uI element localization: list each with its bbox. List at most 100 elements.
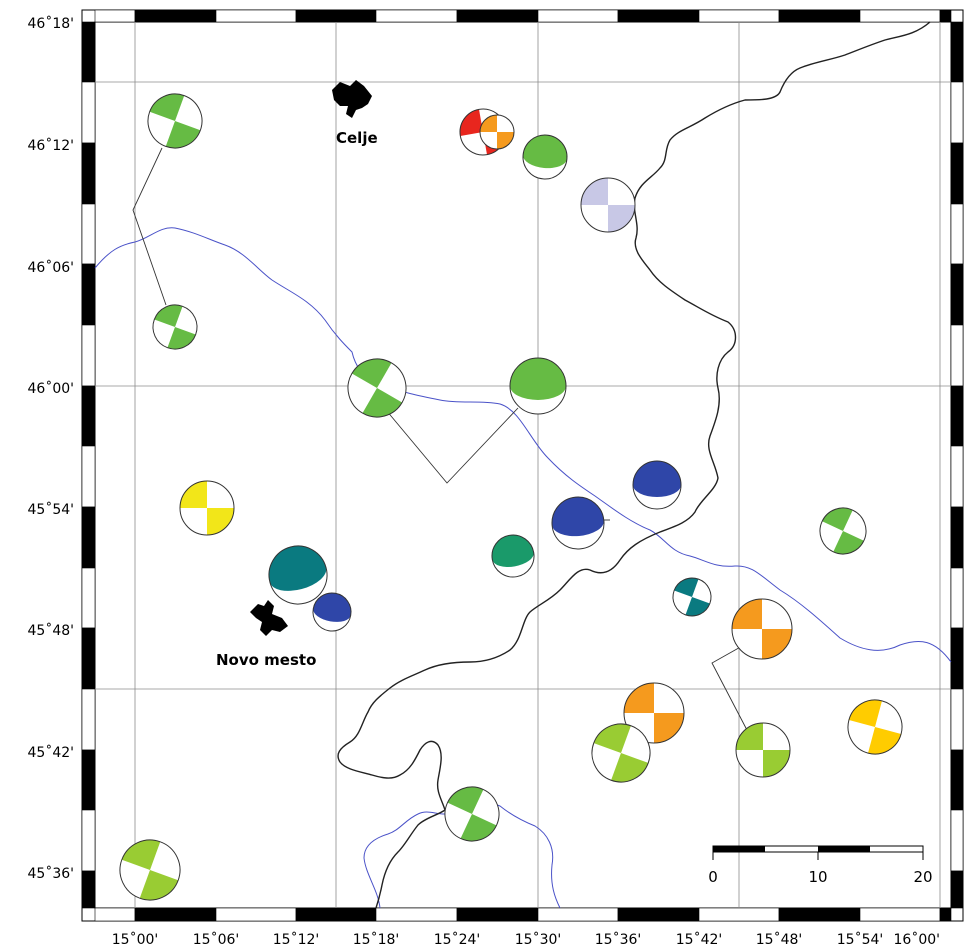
beachball-quadrant — [180, 481, 207, 508]
beachball-outline — [444, 786, 500, 842]
beachball-quadrant — [139, 870, 179, 900]
focal-mechanism — [119, 839, 181, 901]
beachball-outline — [847, 699, 903, 755]
beachball-outline — [735, 722, 791, 778]
scale-label-0: 0 — [708, 868, 718, 886]
beachball-outline — [479, 114, 515, 150]
beachball-quadrant — [581, 178, 608, 205]
lon-label: 15˚12' — [273, 931, 319, 948]
beachball-outline — [632, 460, 682, 510]
beachball-outline — [551, 496, 605, 550]
focal-mechanism — [731, 598, 793, 660]
lat-label: 46˚12' — [28, 137, 74, 154]
lat-label: 45˚36' — [28, 865, 74, 882]
lon-label: 15˚18' — [353, 931, 399, 948]
beachball-quadrant — [822, 508, 853, 531]
beachball-quadrant — [608, 205, 635, 232]
lat-label: 45˚48' — [28, 622, 74, 639]
beachball-outline — [819, 507, 867, 555]
focal-mechanism — [347, 358, 407, 418]
focal-mechanism — [312, 592, 352, 632]
beachball-quadrant — [593, 724, 631, 753]
scale-label-20: 20 — [913, 868, 932, 886]
beachball-quadrant — [154, 305, 183, 327]
beachball-quadrant — [685, 597, 710, 616]
beachball-lens — [633, 461, 681, 497]
beachball-quadrant — [611, 753, 649, 782]
town-label-novo-mesto: Novo mesto — [216, 651, 316, 669]
lon-label: 16˚00' — [894, 931, 940, 948]
focal-mechanism — [551, 496, 605, 550]
beachball-quadrant — [362, 388, 403, 417]
focal-mechanism — [479, 114, 515, 150]
focal-mechanism — [735, 722, 791, 778]
beachball-lens — [313, 593, 351, 622]
beachball-lens — [510, 358, 566, 400]
lat-label: 45˚42' — [28, 744, 74, 761]
lon-label: 15˚48' — [756, 931, 802, 948]
lat-label: 46˚18' — [28, 15, 74, 32]
beachball-quadrant — [763, 750, 790, 777]
beachball-outline — [491, 534, 535, 578]
focal-mechanism — [580, 177, 636, 233]
focal-mechanism — [268, 545, 328, 605]
beachball-quadrant — [460, 109, 483, 136]
beachball-outline — [522, 134, 568, 180]
beachball-quadrant — [833, 531, 864, 554]
beachball-quadrant — [497, 132, 514, 149]
beachball-quadrant — [736, 723, 763, 750]
towns: Celje Novo mesto — [216, 80, 378, 669]
focal-mechanism — [819, 507, 867, 555]
beachball-quadrant — [762, 629, 792, 659]
beachball-outline — [119, 839, 181, 901]
beachball-quadrant — [674, 578, 699, 597]
beachball-outline — [347, 358, 407, 418]
lat-label: 46˚06' — [28, 259, 74, 276]
beachball-outline — [147, 93, 203, 149]
river-sava — [94, 227, 952, 663]
beachball-quadrant — [460, 814, 497, 841]
lon-label: 15˚00' — [112, 931, 158, 948]
beachball-outline — [591, 723, 651, 783]
leader-lines — [132, 147, 749, 733]
scale-bar: 0 10 20 — [708, 845, 933, 886]
celje-outline — [332, 80, 372, 118]
latitude-labels: 46˚18' 46˚12' 46˚06' 46˚00' 45˚54' 45˚48… — [28, 15, 74, 882]
beachball-outline — [580, 177, 636, 233]
focal-mechanism — [522, 134, 568, 180]
lat-label: 45˚54' — [28, 501, 74, 518]
beachball-quadrant — [732, 599, 762, 629]
focal-mechanism — [632, 460, 682, 510]
lon-label: 15˚30' — [515, 931, 561, 948]
beachball-outline — [623, 682, 685, 744]
national-border — [337, 21, 931, 909]
beachball-lens — [523, 135, 567, 169]
focal-mechanism — [147, 93, 203, 149]
beachball-lens — [492, 535, 534, 567]
beachball-lens — [552, 497, 604, 537]
beachball-lens — [269, 546, 327, 591]
lon-label: 15˚42' — [676, 931, 722, 948]
focal-mechanism — [672, 577, 712, 617]
beachball-outline — [672, 577, 712, 617]
focal-mechanisms — [119, 93, 903, 901]
map-frame — [81, 9, 964, 922]
novo-mesto-outline — [250, 600, 288, 636]
lon-label: 15˚24' — [434, 931, 480, 948]
lon-label: 15˚06' — [193, 931, 239, 948]
beachball-outline — [312, 592, 352, 632]
lon-label: 15˚54' — [837, 931, 883, 948]
beachball-quadrant — [447, 787, 484, 814]
beachball-quadrant — [480, 115, 497, 132]
focal-mechanism — [847, 699, 903, 755]
scale-label-10: 10 — [808, 868, 827, 886]
focal-mechanism — [444, 786, 500, 842]
beachball-outline — [179, 480, 235, 536]
longitude-labels: 15˚00' 15˚06' 15˚12' 15˚18' 15˚24' 15˚30… — [112, 931, 940, 948]
focal-mechanism — [591, 723, 651, 783]
beachball-quadrant — [165, 121, 201, 148]
focal-mechanism — [509, 357, 567, 415]
beachball-outline — [731, 598, 793, 660]
beachball-quadrant — [351, 359, 392, 388]
